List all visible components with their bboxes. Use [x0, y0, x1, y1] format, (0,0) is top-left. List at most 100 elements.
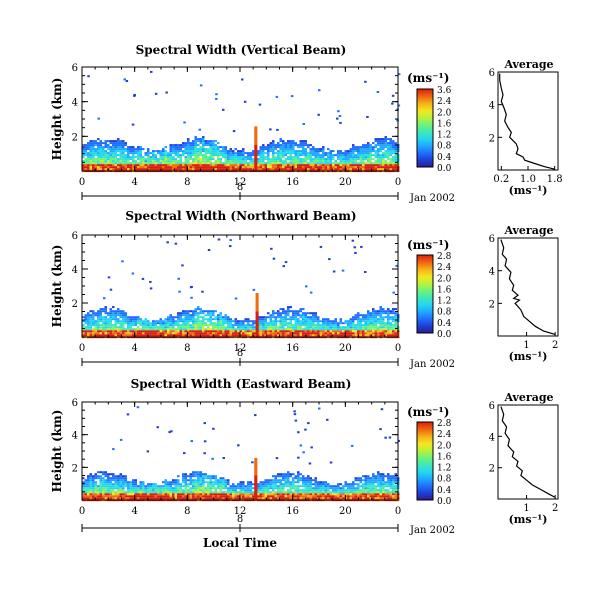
heatmap-cell	[319, 332, 322, 335]
heatmap-cell	[324, 168, 327, 171]
heatmap-cell	[142, 481, 145, 484]
heatmap-cell	[304, 316, 307, 319]
heatmap-cell	[102, 152, 105, 155]
heatmap-cell	[392, 326, 395, 329]
heatmap-cell	[237, 326, 240, 329]
heatmap-cell	[219, 318, 222, 321]
heatmap-cell	[362, 150, 365, 153]
heatmap-cell	[199, 328, 202, 331]
heatmap-cell	[184, 483, 187, 486]
heatmap-cell	[119, 330, 122, 333]
heatmap-cell	[99, 483, 102, 486]
heatmap-cell	[394, 314, 397, 317]
heatmap-cell	[84, 168, 87, 171]
heatmap-cell	[114, 481, 117, 484]
heatmap-cell	[187, 164, 190, 167]
heatmap-cell	[367, 320, 370, 323]
heatmap-cell	[189, 489, 192, 492]
heatmap-cell	[94, 140, 97, 143]
heatmap-cell	[369, 320, 372, 323]
heatmap-cell	[254, 457, 258, 460]
heatmap-cell	[92, 140, 95, 143]
heatmap-cell	[169, 146, 172, 149]
heatmap-cell	[389, 160, 392, 163]
heatmap-cell	[99, 150, 102, 153]
heatmap-cell	[337, 493, 340, 496]
heatmap-cell	[339, 493, 342, 496]
heatmap-cell	[322, 489, 325, 492]
heatmap-cell	[274, 332, 277, 335]
heatmap-cell	[224, 150, 227, 153]
heatmap-cell	[182, 310, 185, 313]
heatmap-cell	[242, 166, 245, 169]
heatmap-cell	[382, 166, 385, 169]
heatmap-cell	[312, 497, 315, 500]
heatmap-cell	[137, 497, 140, 500]
heatmap-cell	[329, 162, 332, 165]
heatmap-cell	[202, 495, 205, 498]
heatmap-cell	[242, 158, 245, 161]
heatmap-cell	[274, 158, 277, 161]
heatmap-cell	[249, 158, 252, 161]
heatmap-cell	[322, 491, 325, 494]
heatmap-cell	[84, 144, 87, 147]
heatmap-cell	[322, 152, 325, 155]
heatmap-cell	[84, 497, 87, 500]
heatmap-cell	[342, 164, 345, 167]
heatmap-cell	[289, 162, 292, 165]
heatmap-cell	[314, 487, 317, 490]
heatmap-cell	[84, 314, 87, 317]
heatmap-cell	[312, 487, 315, 490]
heatmap-cell	[369, 485, 372, 488]
heatmap-cell	[199, 160, 202, 163]
heatmap-cell	[117, 150, 120, 153]
heatmap-cell	[174, 320, 177, 323]
heatmap-cell	[262, 483, 265, 486]
heatmap-cell	[182, 332, 185, 335]
colorbar-tick-label: 0.8	[437, 475, 452, 485]
heatmap-cell	[369, 489, 372, 492]
heatmap-cell	[354, 154, 357, 157]
heatmap-cell	[112, 493, 115, 496]
heatmap-cell	[97, 320, 100, 323]
heatmap-cell	[149, 489, 152, 492]
heatmap-cell	[209, 140, 212, 143]
heatmap-cell	[169, 495, 172, 498]
heatmap-cell	[367, 162, 370, 165]
heatmap-cell	[302, 162, 305, 165]
heatmap-cell	[372, 142, 375, 145]
heatmap-cell	[367, 334, 370, 337]
heatmap-cell	[379, 150, 382, 153]
heatmap-cell	[217, 142, 220, 145]
heatmap-cell	[324, 493, 327, 496]
heatmap-cell	[332, 168, 335, 171]
heatmap-cell	[337, 485, 340, 488]
heatmap-cell	[284, 150, 287, 153]
heatmap-cell	[122, 156, 125, 159]
heatmap-cell	[172, 164, 175, 167]
heatmap-cell	[214, 322, 217, 325]
heatmap-cell	[139, 164, 142, 167]
heatmap-cell	[379, 314, 382, 317]
heatmap-cell	[297, 328, 300, 331]
heatmap-cell	[99, 310, 102, 313]
heatmap-cell	[122, 146, 125, 149]
heatmap-cell	[159, 328, 162, 331]
heatmap-cell	[149, 322, 152, 325]
heatmap-cell	[292, 330, 295, 333]
heatmap-cell	[239, 489, 242, 492]
heatmap-cell	[374, 489, 377, 492]
heatmap-cell	[262, 160, 265, 163]
heatmap-cell	[382, 308, 385, 311]
heatmap-cell	[87, 477, 90, 480]
heatmap-cell	[382, 312, 385, 315]
heatmap-cell	[117, 495, 120, 498]
heatmap-cell	[214, 334, 217, 337]
heatmap-cell	[274, 148, 277, 151]
heatmap-cell	[234, 152, 237, 155]
heatmap-cell	[294, 160, 297, 163]
heatmap-cell	[117, 477, 120, 480]
heatmap-cell	[187, 328, 190, 331]
heatmap-cell	[272, 491, 275, 494]
heatmap-cell	[119, 489, 122, 492]
